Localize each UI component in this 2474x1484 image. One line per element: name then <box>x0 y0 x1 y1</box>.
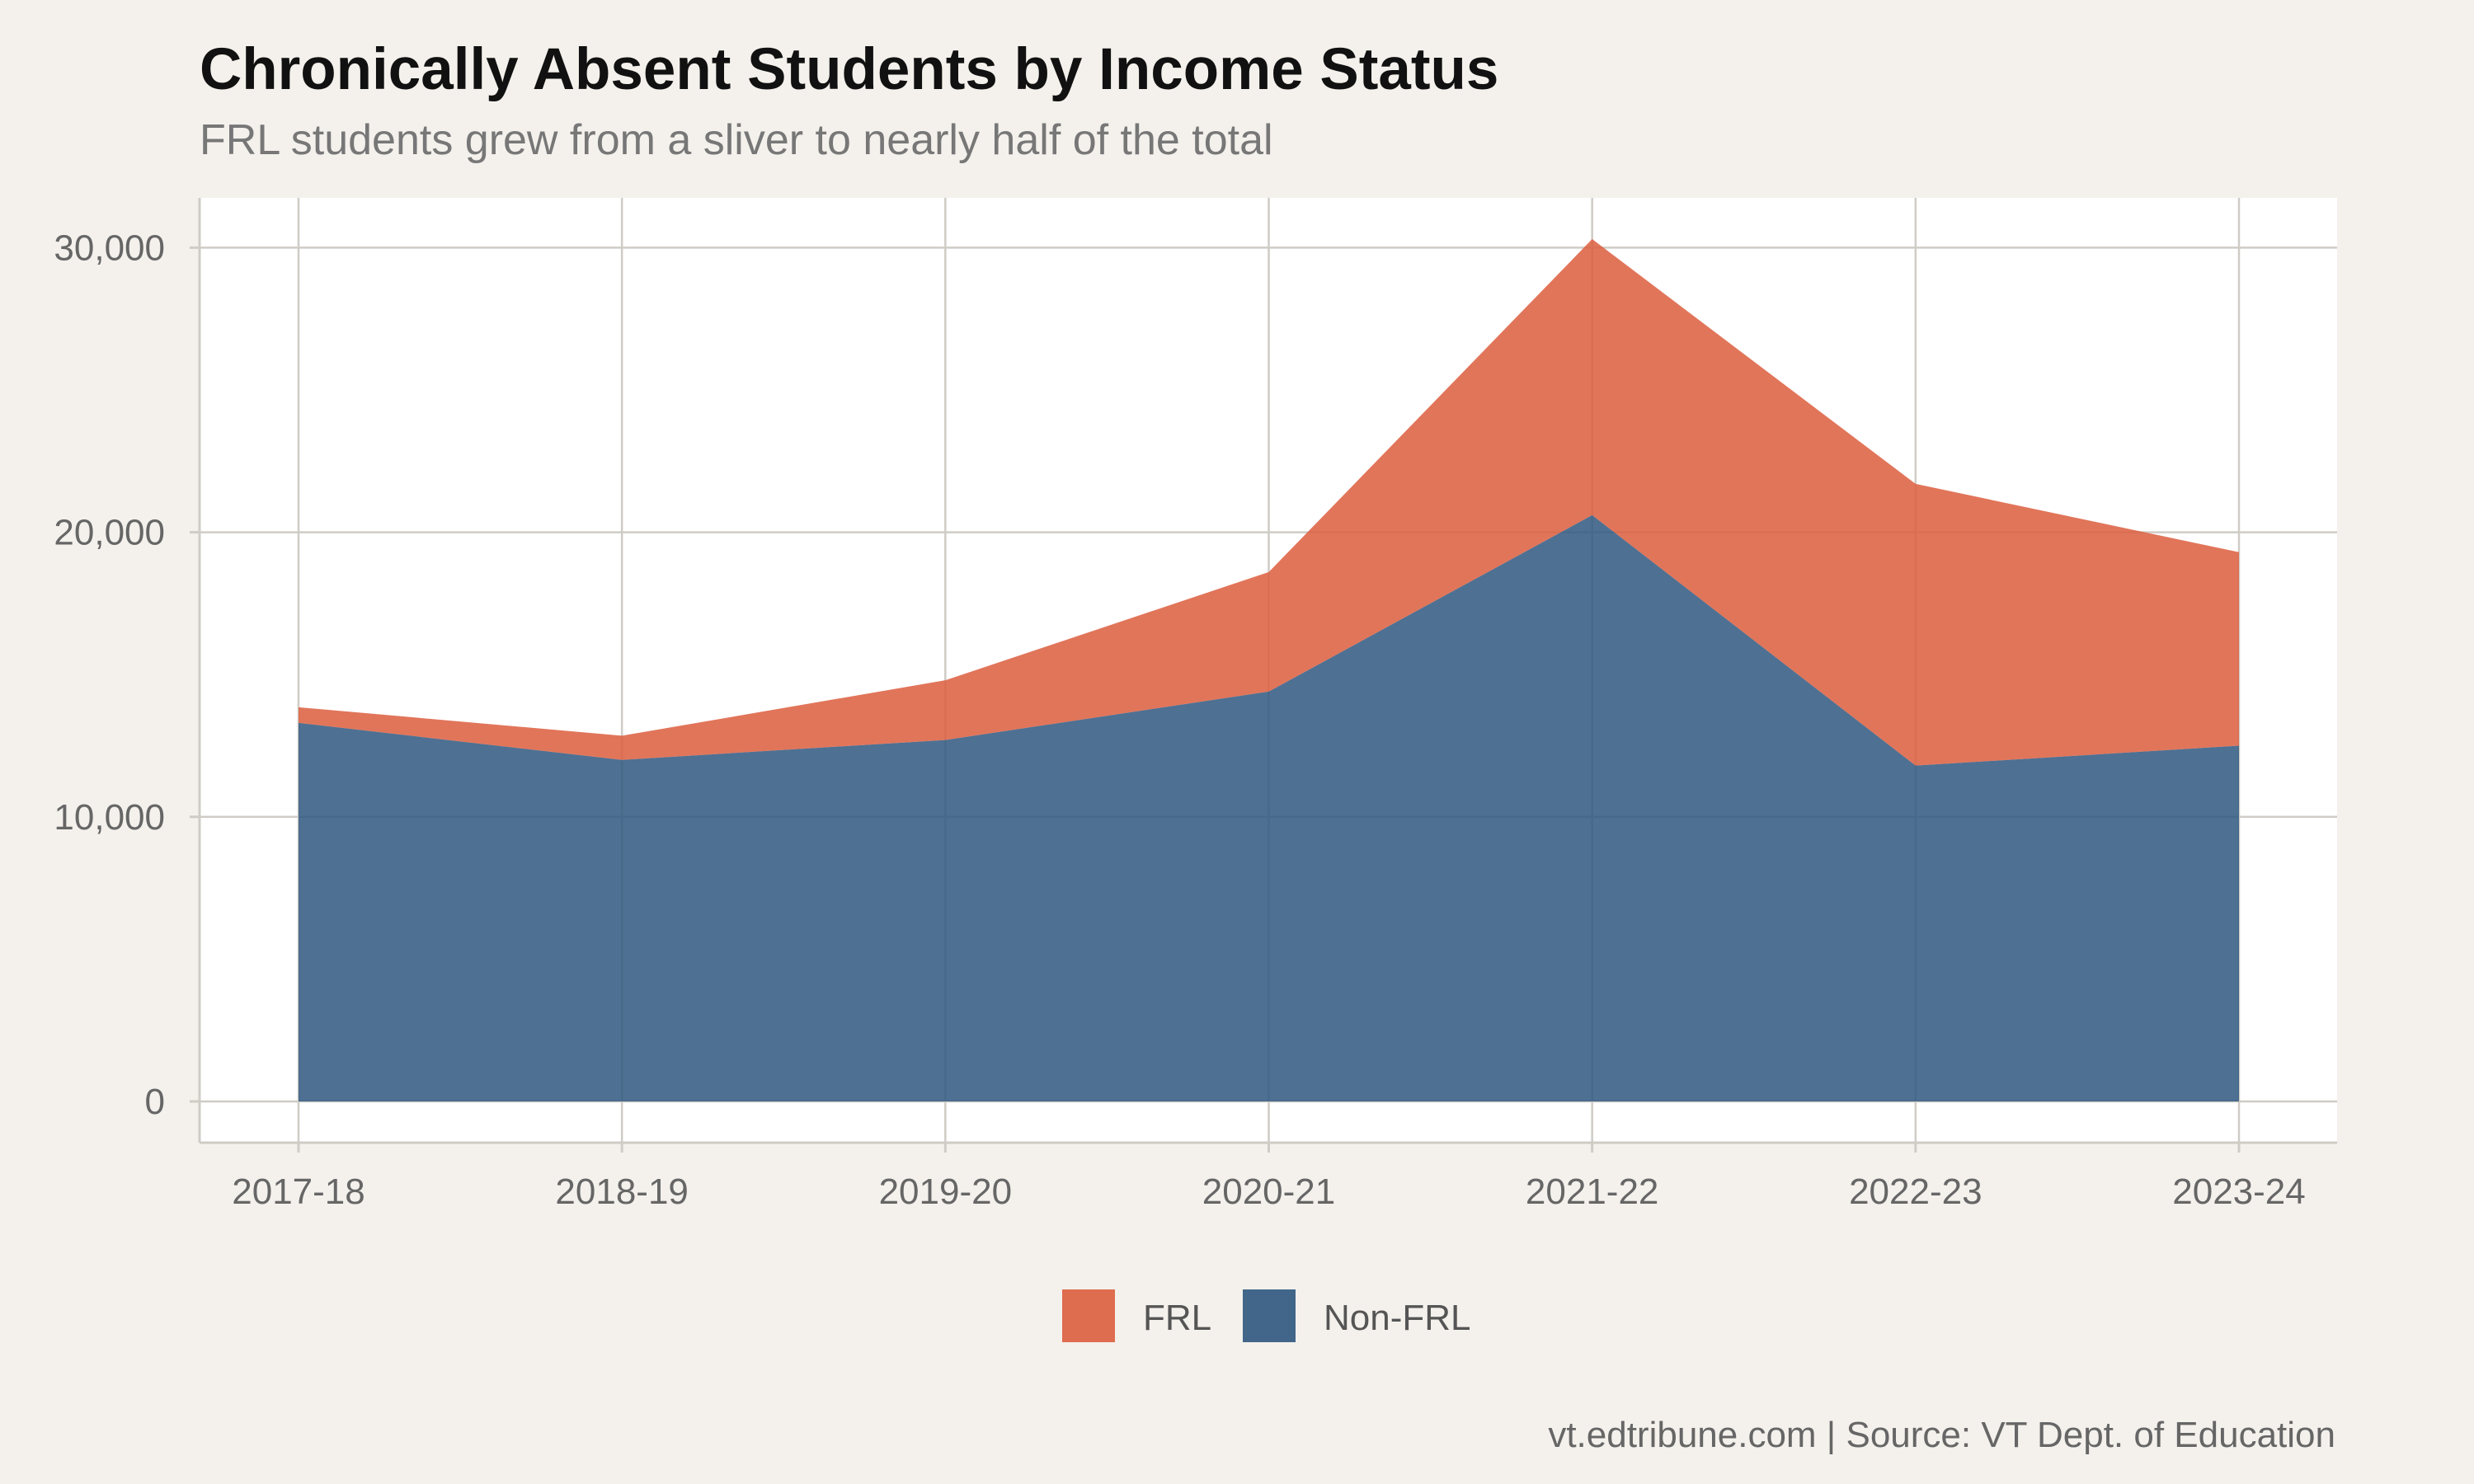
legend-swatch-frl <box>1062 1289 1115 1342</box>
x-tick-label: 2018-19 <box>555 1172 688 1212</box>
x-tick-label: 2023-24 <box>2172 1172 2305 1212</box>
x-tick-label: 2022-23 <box>1849 1172 1982 1212</box>
legend-label-frl: FRL <box>1143 1298 1211 1338</box>
axes: 0 10,000 20,000 30,000 2017-18 2018-19 2019-20… <box>54 198 2337 1212</box>
stacked-areas <box>299 239 2239 1101</box>
x-tick-label: 2019-20 <box>879 1172 1012 1212</box>
legend-swatch-non-frl <box>1243 1289 1296 1342</box>
area-frl <box>299 239 2239 766</box>
chart-title: Chronically Absent Students by Income St… <box>200 37 1499 102</box>
area-non-frl <box>299 514 2239 1101</box>
y-tick-label: 20,000 <box>54 513 165 553</box>
y-tick-label: 0 <box>145 1082 165 1122</box>
source-caption: vt.edtribune.com | Source: VT Dept. of E… <box>1548 1415 2335 1455</box>
x-tick-label: 2020-21 <box>1202 1172 1335 1212</box>
chart-subtitle: FRL students grew from a sliver to nearl… <box>200 116 1273 164</box>
y-tick-label: 10,000 <box>54 797 165 838</box>
x-tick-label: 2017-18 <box>232 1172 365 1212</box>
x-tick-label: 2021-22 <box>1526 1172 1658 1212</box>
legend-label-non-frl: Non-FRL <box>1324 1298 1471 1338</box>
legend: FRL Non-FRL <box>1062 1289 1471 1342</box>
y-tick-label: 30,000 <box>54 228 165 268</box>
